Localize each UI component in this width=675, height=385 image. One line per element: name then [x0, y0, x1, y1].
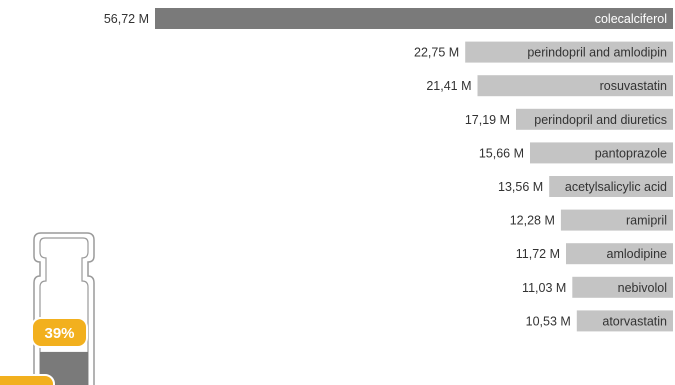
- value-label: 13,56 M: [498, 180, 543, 194]
- category-label: amlodipine: [607, 247, 668, 261]
- category-label: acetylsalicylic acid: [565, 180, 667, 194]
- bar-7: [566, 243, 673, 265]
- bar-5: [549, 176, 673, 197]
- value-label: 10,53 M: [526, 314, 571, 328]
- value-label: 11,72 M: [516, 247, 560, 261]
- bar-9: [576, 310, 673, 332]
- bar-0: [155, 8, 673, 29]
- value-label: 22,75 M: [414, 46, 459, 60]
- value-label: 56,72 M: [104, 12, 149, 26]
- value-label: 15,66 M: [479, 146, 524, 160]
- category-label: pantoprazole: [595, 146, 667, 160]
- value-label: 11,03 M: [522, 281, 566, 295]
- percent-badge-secondary: [0, 374, 55, 385]
- medicine-bottle-icon: 39%: [0, 232, 95, 385]
- category-label: rosuvastatin: [600, 79, 667, 93]
- value-label: 17,19 M: [465, 113, 510, 127]
- bars-group: colecalciferol 56,72 M perindopril and aml…: [104, 8, 673, 332]
- value-label: 12,28 M: [510, 214, 555, 228]
- category-label: nebivolol: [618, 281, 667, 295]
- bar-1: [465, 41, 673, 63]
- bar-2: [477, 75, 673, 97]
- category-label: ramipril: [626, 214, 667, 228]
- bar-4: [530, 142, 673, 164]
- category-label: colecalciferol: [595, 12, 667, 26]
- percent-label: 39%: [44, 325, 74, 342]
- bottle-inner-outline: [39, 237, 89, 385]
- bar-8: [572, 276, 673, 298]
- percent-badge: [31, 317, 88, 348]
- bar-3: [516, 108, 673, 130]
- bottle-outline: [33, 232, 95, 385]
- category-label: atorvastatin: [602, 314, 667, 328]
- category-label: perindopril and amlodipin: [527, 46, 667, 60]
- category-label: perindopril and diuretics: [534, 113, 667, 127]
- value-label: 21,41 M: [426, 79, 471, 93]
- bar-6: [560, 209, 673, 231]
